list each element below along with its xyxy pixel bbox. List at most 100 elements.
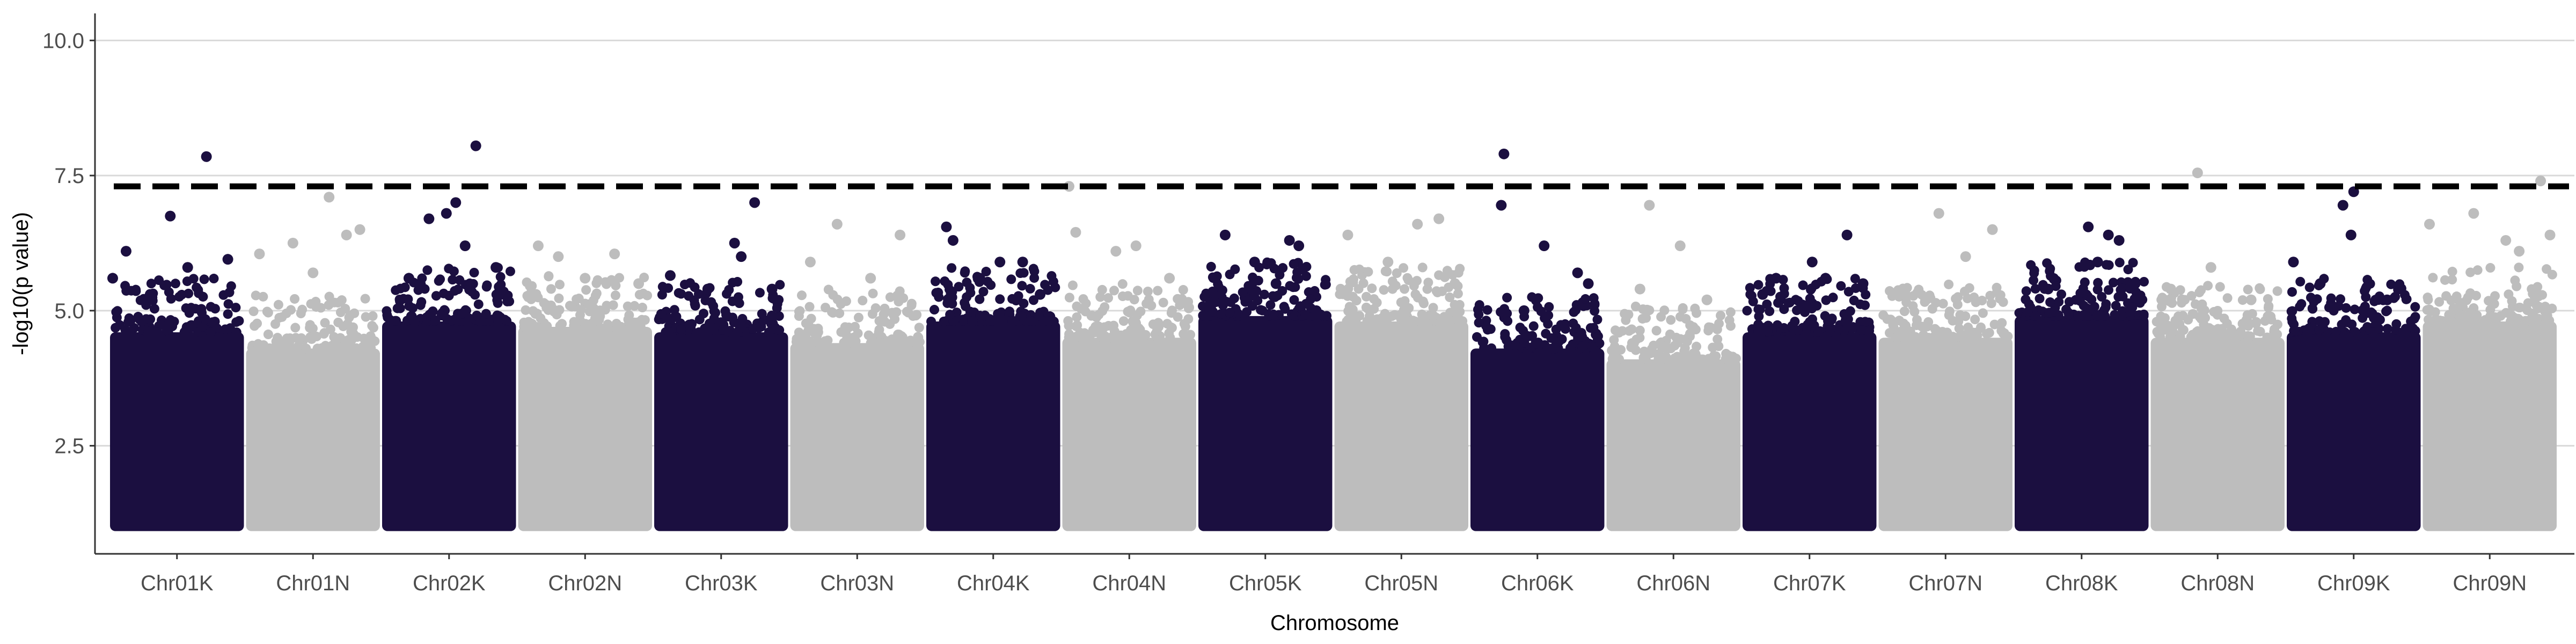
snp-point (125, 327, 135, 337)
snp-point (442, 313, 452, 324)
snp-point (729, 317, 739, 327)
peak-point (1900, 289, 1911, 300)
peak-point (1342, 229, 1353, 240)
snp-point (1850, 274, 1860, 284)
snp-point (868, 288, 878, 298)
snp-point (2021, 294, 2031, 304)
snp-point (1226, 297, 1236, 308)
snp-point (1716, 310, 1726, 320)
snp-point (2046, 271, 2056, 281)
snp-point (2243, 331, 2253, 341)
snp-point (226, 281, 236, 291)
x-tick-label: Chr08K (2045, 572, 2118, 595)
snp-point (252, 318, 262, 328)
snp-point (368, 323, 378, 333)
snp-point (2108, 277, 2118, 288)
y-tick-label: 5.0 (54, 299, 84, 323)
snp-point (1713, 334, 1723, 345)
snp-point (1016, 311, 1027, 321)
peak-point (2288, 257, 2299, 268)
snp-point (1670, 353, 1680, 363)
snp-point (1351, 296, 1362, 306)
snp-point (2097, 292, 2107, 302)
snp-point (2465, 267, 2476, 277)
peak-point (222, 254, 233, 265)
peak-point (1757, 289, 1768, 300)
snp-point (1387, 284, 1397, 294)
y-axis-title: -log10(p value) (9, 212, 33, 355)
x-tick-label: Chr05K (1229, 572, 1302, 595)
peak-point (1674, 240, 1686, 252)
snp-point (1088, 325, 1098, 335)
snp-point (2104, 260, 2114, 270)
snp-point (1165, 333, 1175, 343)
snp-point (348, 328, 358, 339)
snp-point (1410, 316, 1421, 326)
snp-point (126, 316, 136, 326)
snp-point (1044, 316, 1054, 326)
peak-point (865, 273, 876, 284)
snp-point (2160, 313, 2170, 323)
snp-point (1230, 264, 1240, 274)
snp-point (1856, 325, 1867, 335)
snp-point (166, 294, 176, 304)
snp-point (733, 327, 743, 338)
snp-point (114, 320, 125, 330)
dense-points-Chr04K (926, 321, 1060, 531)
snp-point (1624, 326, 1634, 336)
snp-point (933, 288, 943, 298)
snp-point (2222, 318, 2232, 328)
snp-point (827, 307, 837, 317)
snp-point (1992, 282, 2002, 292)
snp-point (960, 268, 970, 278)
snp-point (1918, 332, 1928, 342)
snp-point (926, 316, 936, 326)
snp-point (616, 321, 626, 332)
x-tick-label: Chr09N (2453, 572, 2527, 595)
snp-point (1685, 320, 1695, 330)
snp-point (170, 279, 180, 289)
snp-point (2225, 332, 2235, 342)
snp-point (1218, 297, 1228, 307)
peak-point (664, 270, 676, 281)
snp-point (774, 325, 785, 335)
snp-point (709, 306, 719, 317)
snp-point (1798, 280, 1808, 290)
snp-point (2215, 282, 2225, 292)
snp-point (2049, 306, 2059, 317)
snp-point (1007, 316, 1018, 326)
snp-point (1775, 291, 1785, 302)
snp-point (2110, 310, 2120, 320)
peak-point (1017, 257, 1028, 268)
snp-point (699, 309, 709, 319)
snp-point (2075, 288, 2085, 298)
snp-point (464, 313, 474, 324)
snp-point (635, 321, 645, 332)
snp-point (208, 317, 218, 327)
snp-point (263, 330, 273, 340)
snp-point (1800, 307, 1810, 317)
snp-point (754, 323, 764, 333)
snp-point (2135, 290, 2146, 301)
snp-point (1289, 259, 1299, 269)
snp-point (2440, 275, 2450, 285)
snp-point (198, 291, 208, 302)
snp-point (858, 296, 868, 306)
snp-point (885, 292, 895, 302)
snp-point (1116, 330, 1126, 340)
snp-point (2212, 310, 2222, 320)
snp-point (324, 291, 334, 302)
snp-point (1556, 320, 1566, 330)
x-tick-label: Chr02K (413, 572, 486, 595)
dense-points-Chr09K (2287, 332, 2421, 531)
snp-point (1827, 313, 1837, 324)
snp-point (1938, 298, 1948, 309)
snp-point (1528, 321, 1539, 331)
peak-point (1382, 257, 1394, 268)
peak-point (947, 235, 958, 246)
snp-point (2287, 287, 2297, 297)
snp-point (1762, 299, 1772, 309)
peak-point (459, 240, 471, 252)
snp-point (939, 316, 949, 326)
snp-point (1679, 346, 1689, 356)
